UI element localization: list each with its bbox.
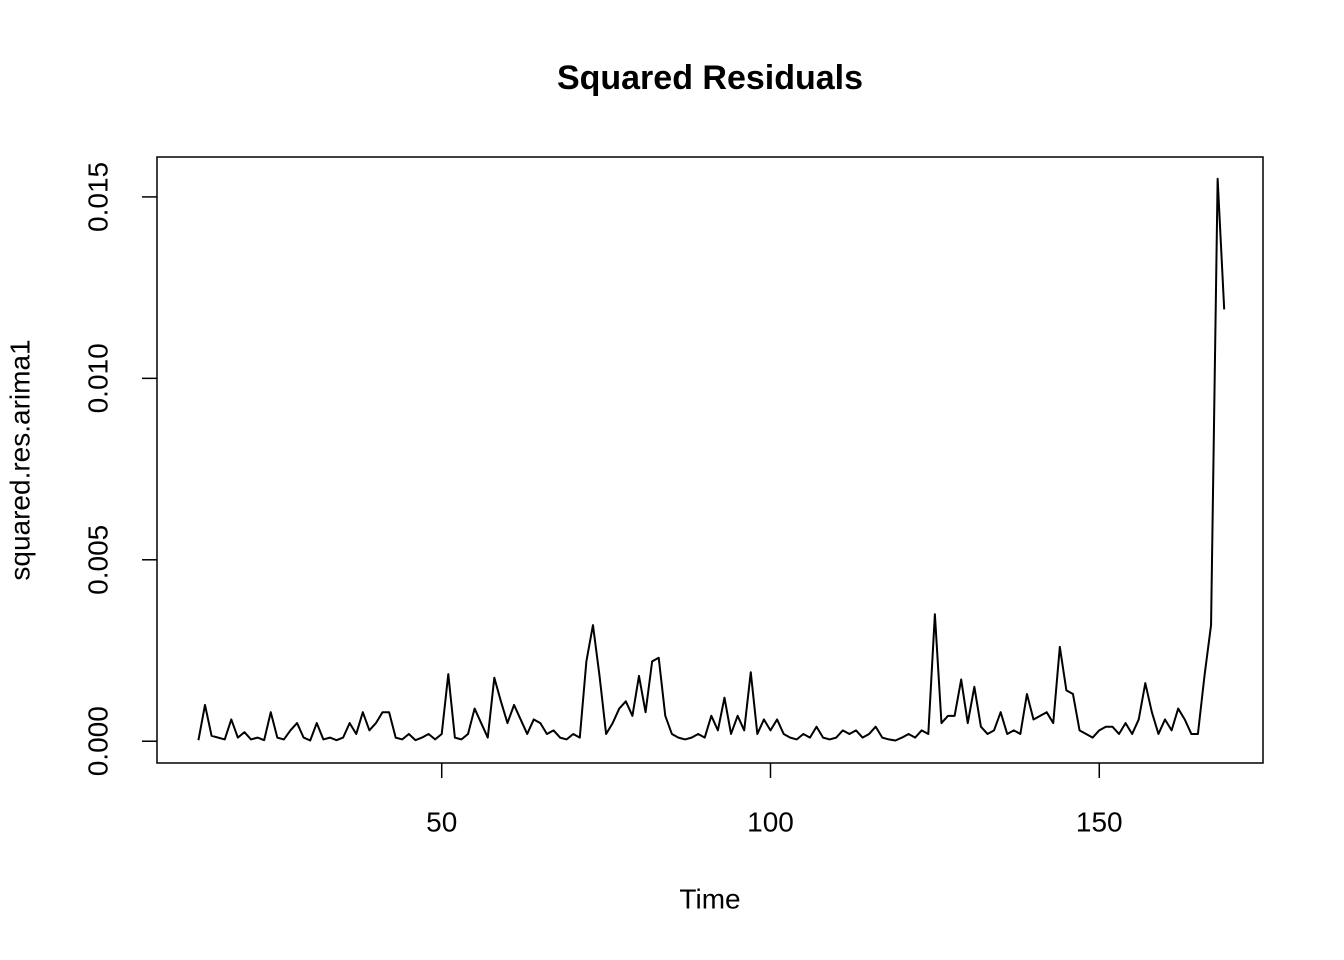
y-tick-label: 0.015 <box>82 162 113 232</box>
x-axis-label: Time <box>679 883 740 914</box>
series-line <box>197 177 1226 742</box>
y-tick-label: 0.005 <box>82 525 113 595</box>
x-tick-label: 50 <box>426 806 457 837</box>
x-tick-label: 100 <box>747 806 794 837</box>
y-tick-label: 0.000 <box>82 706 113 776</box>
y-axis-label: squared.res.arima1 <box>4 339 35 580</box>
chart-title: Squared Residuals <box>557 59 863 97</box>
plot-frame <box>156 156 1264 764</box>
y-tick-label: 0.010 <box>82 343 113 413</box>
x-tick-label: 150 <box>1076 806 1123 837</box>
